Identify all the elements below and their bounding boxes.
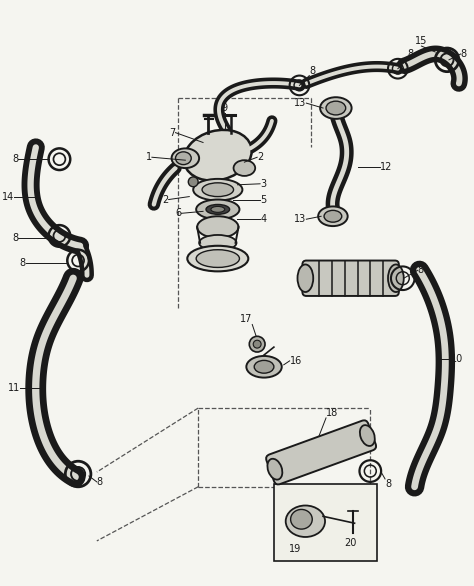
Ellipse shape	[175, 152, 191, 165]
Text: 8: 8	[418, 265, 424, 275]
Ellipse shape	[206, 205, 229, 214]
Ellipse shape	[234, 160, 255, 176]
Ellipse shape	[202, 183, 234, 196]
Text: 11: 11	[8, 383, 20, 393]
Text: 8: 8	[20, 257, 26, 267]
Ellipse shape	[196, 250, 239, 267]
Ellipse shape	[388, 264, 404, 292]
Ellipse shape	[326, 101, 346, 115]
Ellipse shape	[360, 425, 375, 446]
Ellipse shape	[193, 179, 242, 200]
Text: 8: 8	[408, 49, 414, 59]
Ellipse shape	[318, 206, 347, 226]
Text: 18: 18	[326, 408, 338, 418]
FancyBboxPatch shape	[302, 261, 399, 296]
Ellipse shape	[196, 200, 239, 219]
Text: 8: 8	[461, 49, 467, 59]
Text: 13: 13	[294, 214, 306, 224]
Ellipse shape	[172, 148, 199, 168]
Ellipse shape	[320, 97, 352, 119]
Ellipse shape	[267, 459, 283, 479]
Ellipse shape	[211, 206, 225, 212]
Ellipse shape	[324, 210, 342, 222]
Ellipse shape	[286, 506, 325, 537]
Text: 4: 4	[260, 214, 266, 224]
Ellipse shape	[197, 216, 238, 238]
Text: 8: 8	[310, 66, 315, 76]
Text: 8: 8	[97, 477, 103, 487]
Text: 14: 14	[2, 192, 14, 202]
Text: 8: 8	[12, 233, 18, 243]
Text: 6: 6	[175, 208, 182, 219]
Text: 10: 10	[451, 354, 463, 364]
Text: 13: 13	[294, 98, 306, 108]
Ellipse shape	[246, 356, 282, 377]
Text: 2: 2	[163, 195, 169, 205]
Ellipse shape	[184, 130, 252, 180]
Circle shape	[249, 336, 265, 352]
Text: 5: 5	[260, 195, 266, 205]
Ellipse shape	[254, 360, 274, 373]
Ellipse shape	[291, 509, 312, 529]
Text: 3: 3	[260, 179, 266, 189]
Ellipse shape	[187, 246, 248, 271]
Text: 7: 7	[169, 128, 175, 138]
Text: 1: 1	[146, 152, 152, 162]
Text: 8: 8	[12, 154, 18, 164]
Circle shape	[188, 177, 198, 187]
Text: 17: 17	[240, 315, 252, 325]
Text: 19: 19	[290, 544, 301, 554]
Text: 9: 9	[222, 103, 228, 113]
FancyBboxPatch shape	[274, 484, 377, 561]
Text: 20: 20	[345, 538, 357, 548]
Text: 15: 15	[415, 36, 428, 46]
Text: 2: 2	[257, 152, 264, 162]
FancyBboxPatch shape	[266, 420, 376, 485]
Text: 8: 8	[385, 479, 391, 489]
Circle shape	[253, 340, 261, 348]
Text: 12: 12	[380, 162, 392, 172]
Ellipse shape	[298, 264, 313, 292]
Text: 16: 16	[290, 356, 302, 366]
Ellipse shape	[199, 235, 237, 251]
